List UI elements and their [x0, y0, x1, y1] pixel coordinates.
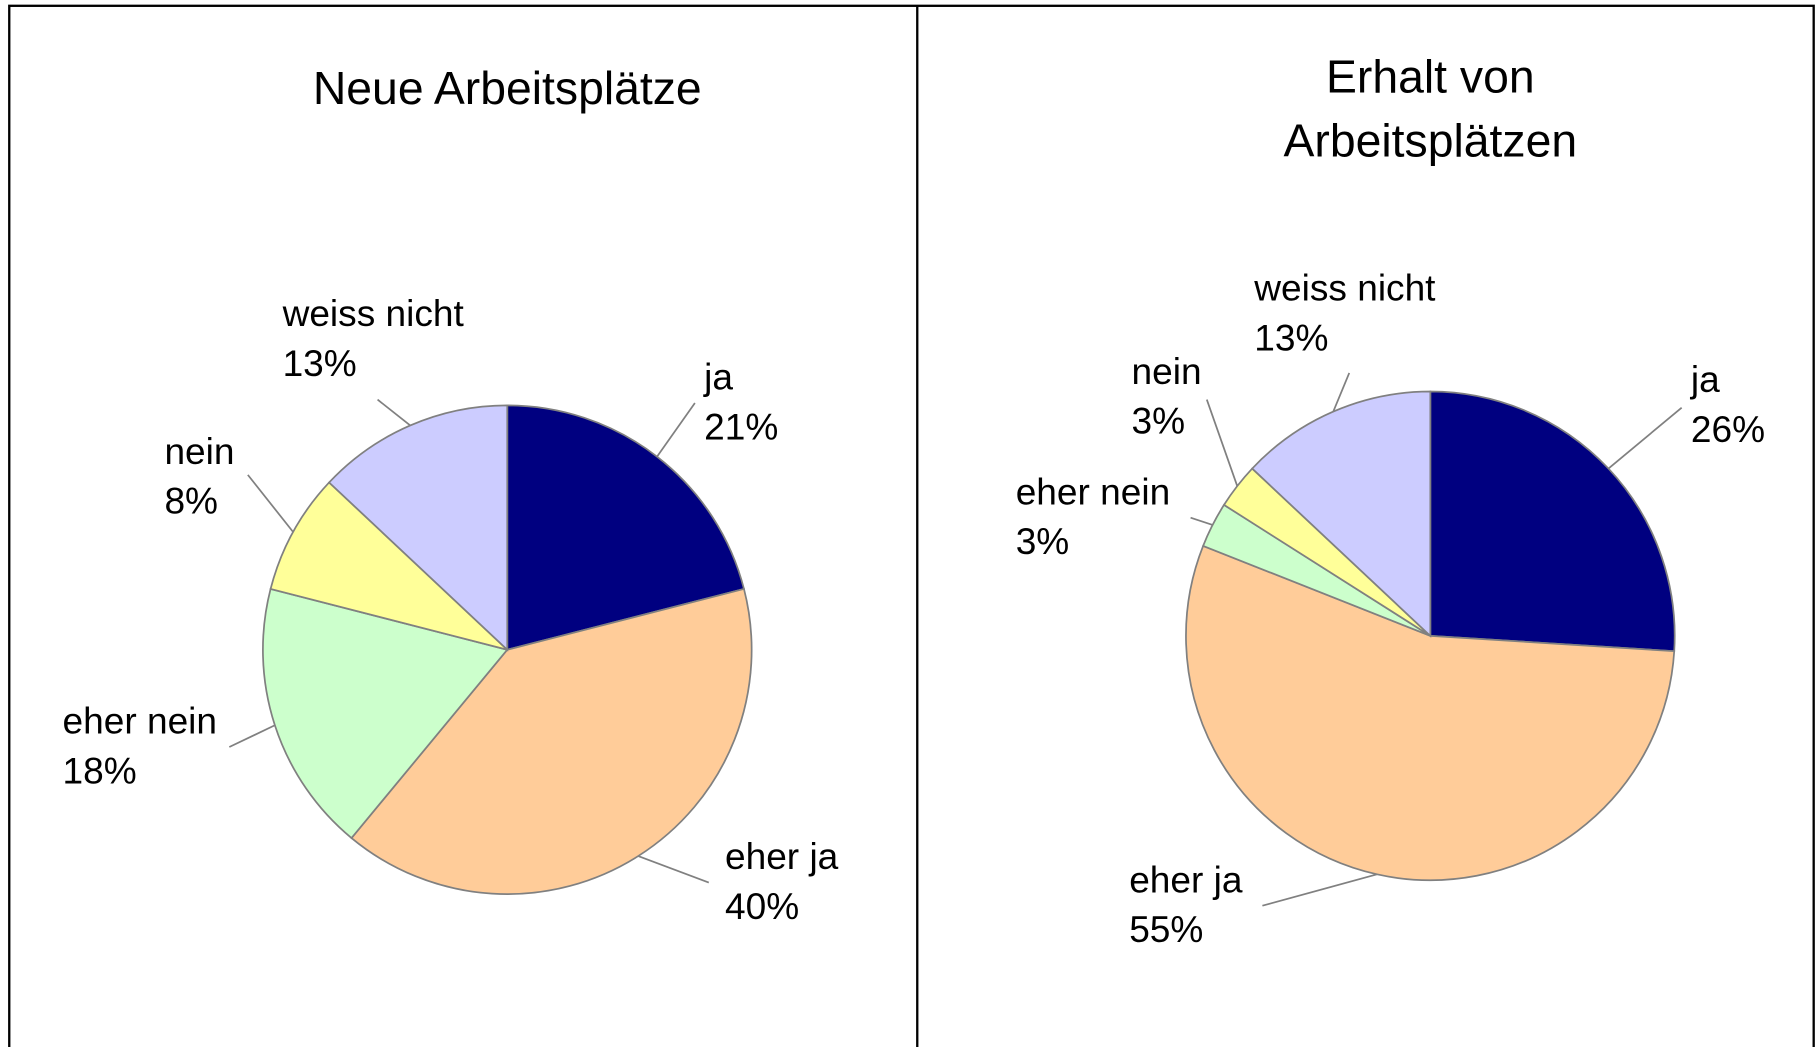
pie-slice [1429, 390, 1676, 653]
slice-value-label: 55% [1129, 908, 1203, 950]
slice-category: eher ja [725, 835, 839, 877]
pie-slice [269, 481, 508, 651]
pie-slice [1250, 390, 1432, 638]
title-box: Erhalt von Arbeitsplätzen [1283, 52, 1578, 167]
leader-line [247, 474, 294, 533]
slice-category: weiss nicht [282, 292, 465, 334]
slice-category: weiss nicht [1253, 267, 1436, 309]
leader-line [228, 724, 276, 748]
leader-line [656, 402, 696, 458]
chart-title: Neue Arbeitsplätze [312, 63, 702, 115]
pie-slice [327, 404, 509, 652]
slice-value-label: 21% [704, 405, 778, 447]
chart-title: Erhalt von Arbeitsplätzen [1283, 52, 1578, 167]
slice-value-label: 3% [1132, 400, 1186, 442]
title-box: Neue Arbeitsplätze [312, 63, 702, 115]
leader-line [377, 398, 411, 427]
leader-line [1205, 399, 1239, 487]
slice-category: eher nein [63, 700, 217, 742]
leader-line [1332, 372, 1351, 412]
frame [8, 4, 1815, 1047]
leader-line [1607, 407, 1683, 470]
slice-category: nein [1132, 350, 1202, 392]
slice-category: nein [164, 430, 234, 472]
pie-slice [1185, 544, 1676, 882]
leader-line [637, 855, 710, 884]
slice-value-label: 13% [1254, 316, 1328, 358]
slice-category: ja [703, 356, 733, 398]
leader-line [1262, 873, 1378, 907]
slice-value-label: 18% [63, 749, 137, 791]
leader-line [1190, 516, 1213, 526]
pie-slice [262, 587, 509, 840]
slice-category: eher ja [1129, 858, 1243, 900]
slice-value-label: 3% [1016, 520, 1070, 562]
slice-value-label: 13% [283, 342, 357, 384]
slice-value-label: 26% [1691, 408, 1765, 450]
pie-slice [350, 587, 753, 895]
slice-value-label: 8% [164, 480, 218, 522]
slice-category: eher nein [1016, 470, 1170, 512]
slice-category: ja [1690, 358, 1720, 400]
slice-value-label: 40% [725, 885, 799, 927]
pie-slice [506, 404, 746, 651]
